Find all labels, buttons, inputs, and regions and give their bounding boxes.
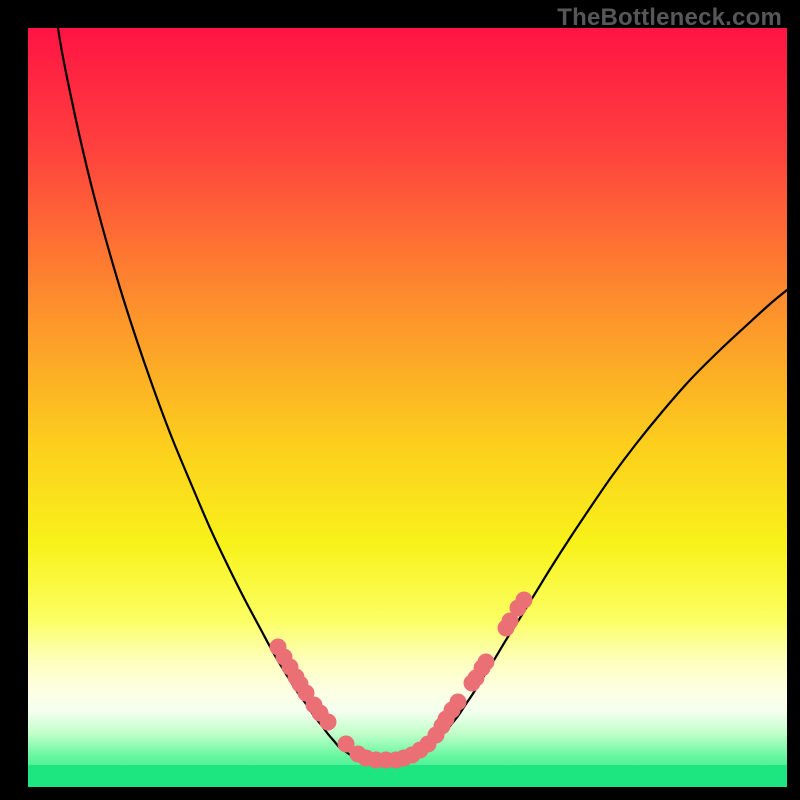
- sample-markers: [28, 28, 787, 787]
- sample-marker: [450, 694, 467, 711]
- sample-marker: [478, 654, 495, 671]
- watermark-text: TheBottleneck.com: [557, 4, 782, 32]
- sample-marker: [516, 592, 533, 609]
- chart-frame: [28, 28, 787, 787]
- sample-marker: [320, 714, 337, 731]
